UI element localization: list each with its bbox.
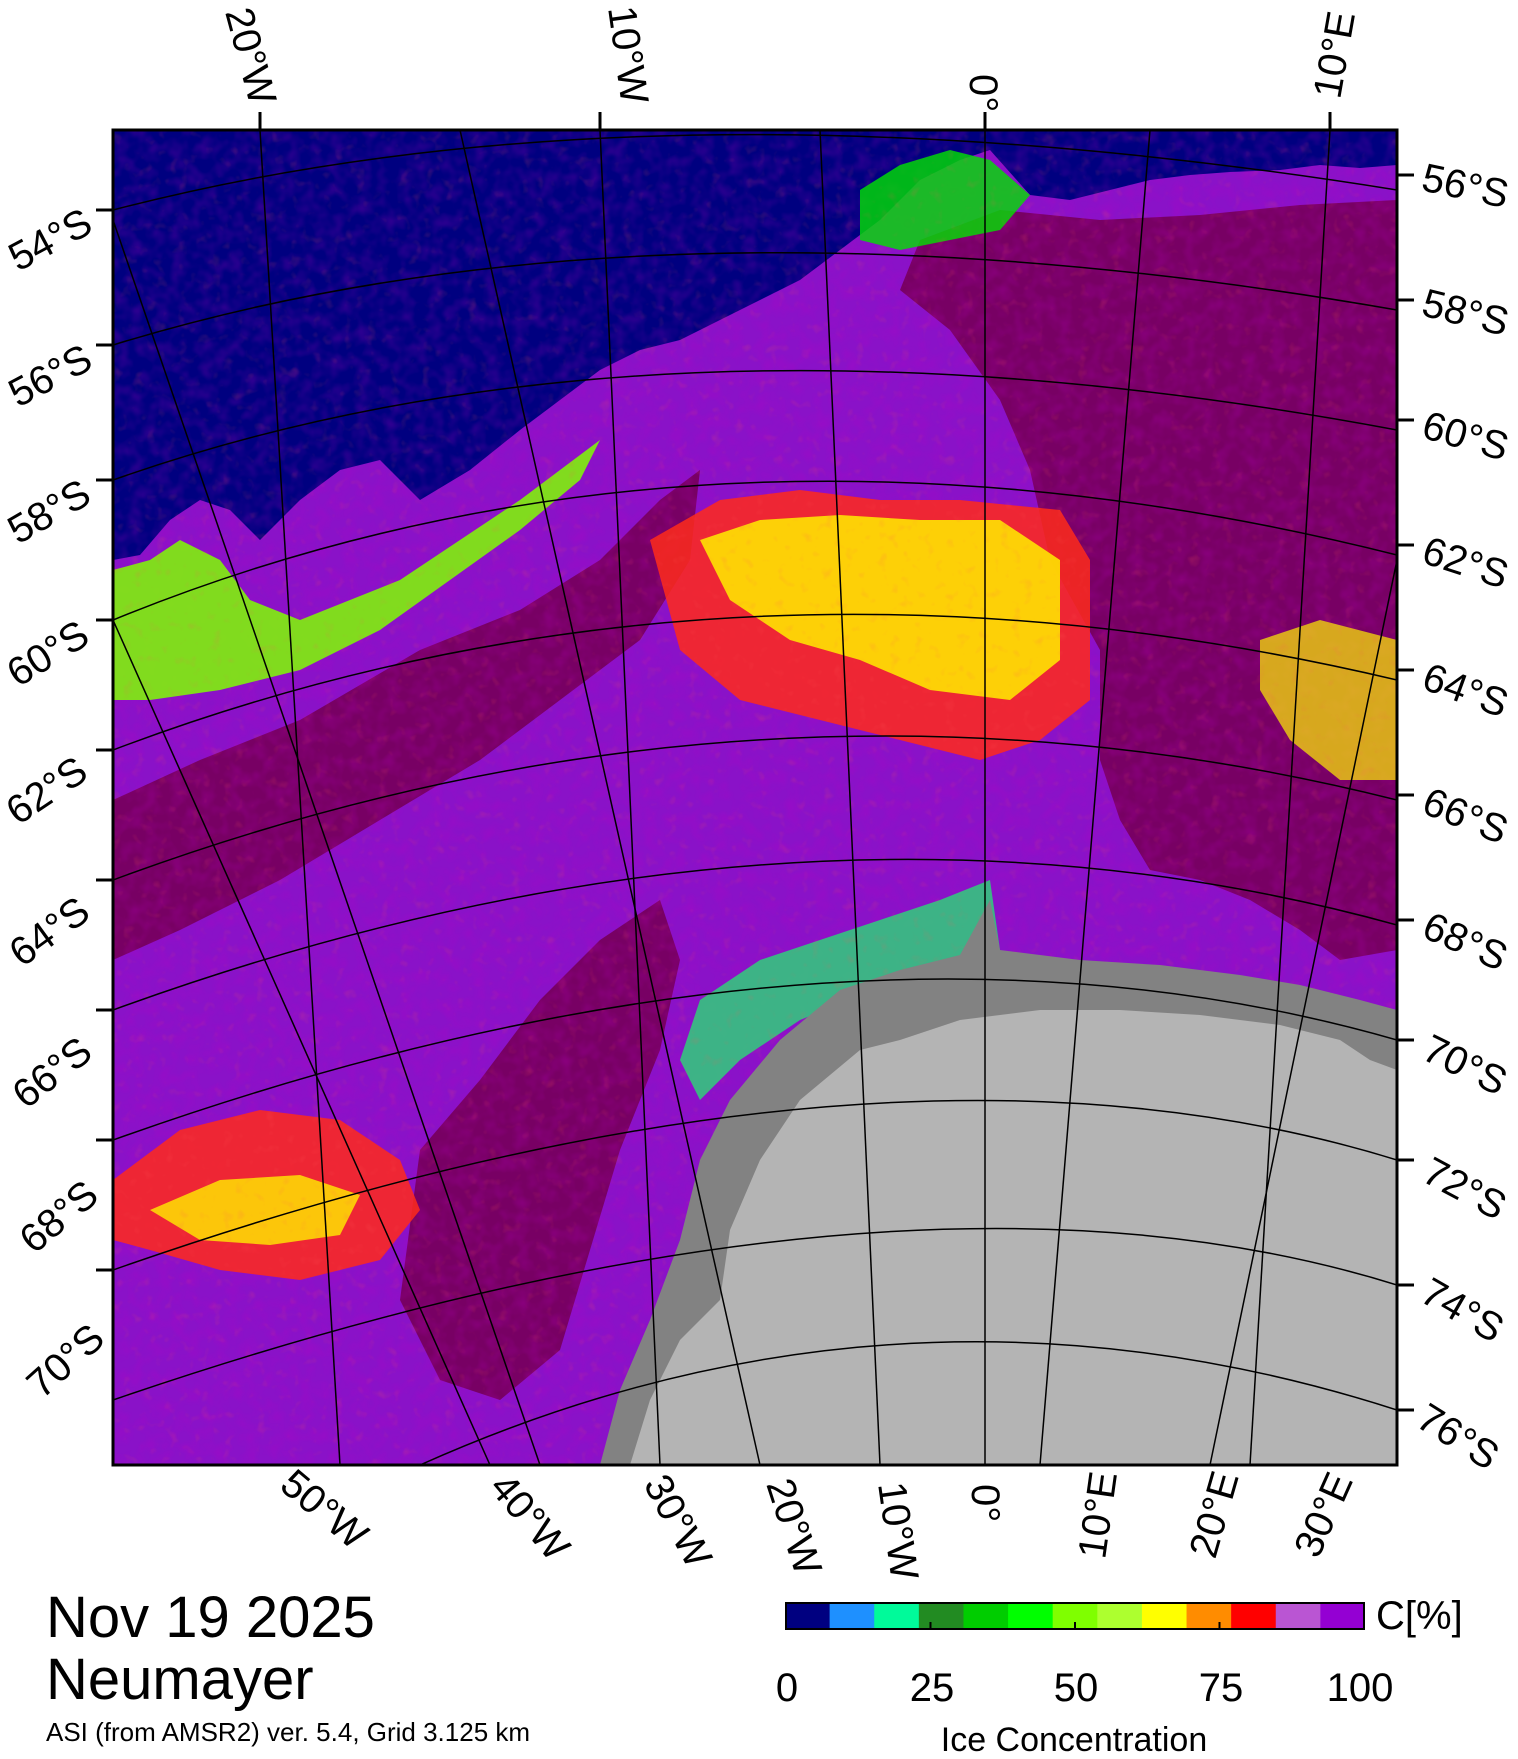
colorbar — [785, 1602, 1365, 1630]
lat-label-right: 72°S — [1416, 1149, 1514, 1229]
colorbar-segment — [785, 1602, 831, 1630]
colorbar-segment — [1141, 1602, 1188, 1630]
lon-label-bottom: 50°W — [272, 1461, 376, 1558]
lat-label-right: 58°S — [1418, 281, 1513, 345]
graticule — [113, 130, 1397, 1465]
frame-ticks — [96, 112, 1414, 1412]
colorbar-tick: 50 — [1053, 1666, 1099, 1710]
colorbar-segment — [963, 1602, 1009, 1630]
lon-label-top: 0° — [961, 74, 1005, 112]
colorbar-segment — [1008, 1602, 1054, 1630]
colorbar-segment — [1231, 1602, 1277, 1630]
colorbar-segment — [874, 1602, 920, 1630]
colorbar-segment — [1186, 1602, 1232, 1630]
lon-label-top: 10°W — [599, 3, 656, 107]
lat-label-right: 66°S — [1417, 780, 1514, 853]
lat-label-right: 68°S — [1416, 904, 1514, 980]
lon-label-bottom: 20°W — [757, 1473, 829, 1580]
lat-label-right: 76°S — [1409, 1395, 1506, 1479]
lat-label-right: 64°S — [1417, 655, 1514, 726]
lat-label-right: 62°S — [1417, 529, 1514, 598]
lat-label-left: 56°S — [2, 336, 100, 416]
lat-label-right: 74°S — [1414, 1270, 1511, 1352]
lat-label-left: 66°S — [4, 1029, 100, 1117]
map-frame — [111, 128, 1399, 1467]
lat-label-left: 64°S — [1, 888, 97, 975]
lat-label-left: 54°S — [2, 200, 100, 280]
colorbar-segment — [918, 1602, 964, 1630]
colorbar-title: Ice Concentration — [940, 1721, 1208, 1759]
lat-label-right: 60°S — [1418, 403, 1514, 469]
lon-label-top: 10°E — [1306, 8, 1364, 101]
colorbar-tick: 100 — [1326, 1666, 1394, 1710]
colorbar-tick: 0 — [775, 1666, 799, 1710]
lon-label-top: 20°W — [216, 3, 284, 110]
lon-label-bottom: 0° — [963, 1484, 1007, 1522]
colorbar-segment — [829, 1602, 875, 1630]
lon-label-bottom: 30°W — [635, 1468, 720, 1576]
lat-label-right: 70°S — [1416, 1027, 1514, 1105]
colorbar-unit: C[%] — [1376, 1594, 1463, 1638]
lat-label-left: 70°S — [19, 1316, 113, 1407]
lon-label-bottom: 30°E — [1286, 1466, 1362, 1564]
lon-label-bottom: 40°W — [481, 1466, 578, 1570]
colorbar-tick: 25 — [909, 1666, 955, 1710]
colorbar-segment — [1097, 1602, 1143, 1630]
lon-label-bottom: 20°E — [1181, 1467, 1247, 1563]
colorbar-segment — [1275, 1602, 1321, 1630]
lat-label-left: 58°S — [1, 471, 98, 553]
station-name: Neumayer — [46, 1647, 314, 1712]
lat-label-right: 56°S — [1418, 156, 1512, 217]
lat-label-left: 62°S — [0, 748, 95, 833]
data-source: ASI (from AMSR2) ver. 5.4, Grid 3.125 km — [46, 1717, 531, 1747]
lat-label-left: 60°S — [0, 612, 97, 696]
lon-label-bottom: 10°W — [869, 1479, 926, 1583]
map-date: Nov 19 2025 — [46, 1585, 375, 1650]
lon-label-bottom: 10°E — [1070, 1469, 1126, 1561]
colorbar-segment — [1320, 1602, 1365, 1630]
lat-label-left: 68°S — [12, 1172, 107, 1262]
colorbar-tick: 75 — [1198, 1666, 1244, 1710]
